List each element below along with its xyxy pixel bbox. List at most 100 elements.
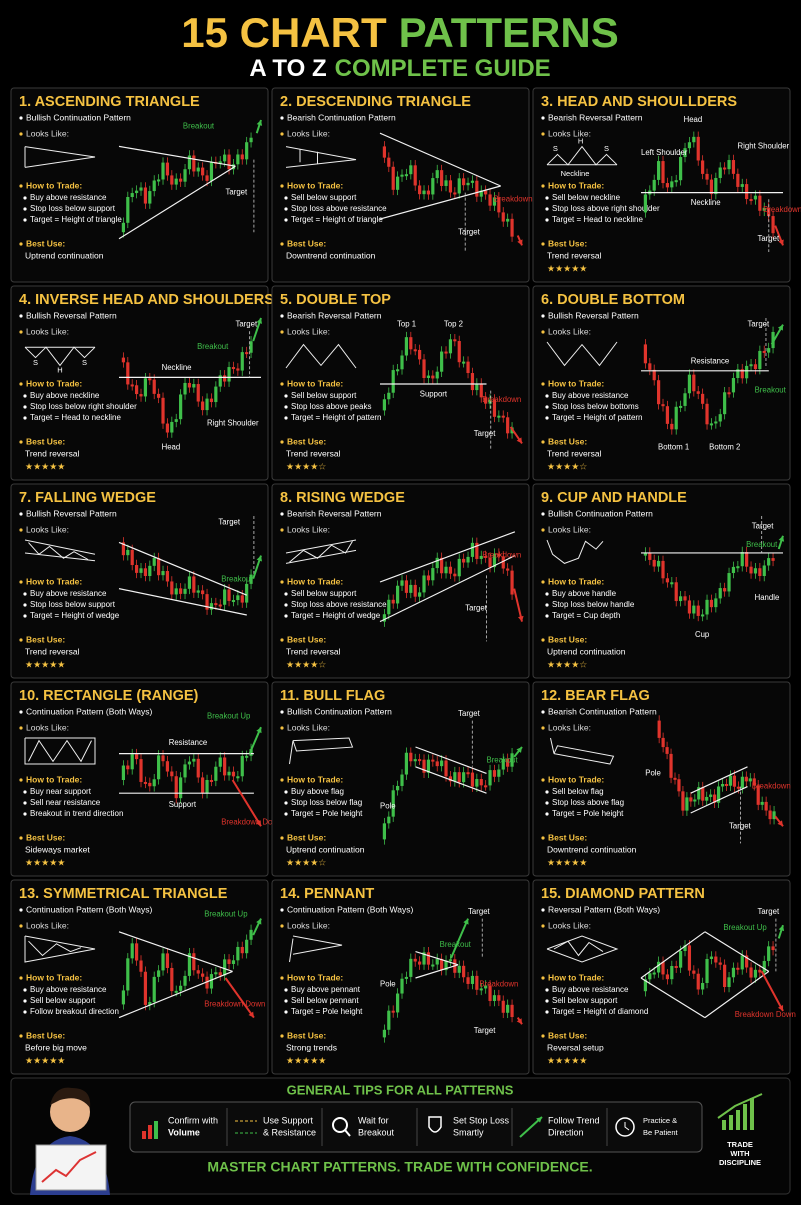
- candle-body: [665, 974, 670, 980]
- bullet: [19, 440, 23, 444]
- candle-body: [484, 190, 488, 195]
- candle-body: [201, 777, 205, 794]
- candle-body: [705, 958, 709, 984]
- pattern-line: [640, 977, 706, 1019]
- bullet: [284, 614, 288, 618]
- candle-body: [400, 580, 404, 586]
- bullet: [23, 207, 27, 211]
- candle-body: [196, 384, 200, 402]
- bullet: [23, 196, 27, 200]
- candle-body: [705, 173, 709, 180]
- pattern-icon: [292, 935, 343, 955]
- trade-step: Terget = Height of triangle: [291, 215, 383, 224]
- candle-body: [740, 776, 744, 789]
- candle-body: [126, 549, 130, 556]
- candle-body: [497, 995, 501, 1001]
- candle-body: [152, 779, 156, 787]
- candle-body: [752, 778, 756, 786]
- rating-stars: ★★★★☆: [286, 659, 326, 669]
- candle-body: [205, 398, 209, 411]
- candle-body: [409, 752, 413, 762]
- trade-step: Target = Height of wedge: [30, 611, 120, 620]
- candle-body: [143, 568, 148, 577]
- candle-body: [165, 162, 170, 176]
- chart-label: Breakdown: [482, 395, 521, 404]
- candle-body: [681, 791, 685, 811]
- candle-body: [665, 406, 670, 424]
- candle-body: [753, 568, 758, 574]
- candle-body: [661, 404, 665, 407]
- candle-body: [245, 755, 249, 758]
- pattern-icon: [24, 737, 96, 765]
- candle-body: [426, 952, 431, 965]
- candle-body: [409, 337, 413, 350]
- bullet: [19, 382, 23, 386]
- bullet: [545, 790, 549, 794]
- chart-label: Head: [162, 442, 181, 451]
- candle-body: [240, 595, 244, 603]
- rating-stars: ★★★★★: [286, 1055, 326, 1065]
- trade-step: Buy above pennant: [291, 985, 361, 994]
- candle-body: [231, 960, 236, 964]
- bullet: [545, 416, 549, 420]
- pattern-icon: [28, 542, 89, 560]
- candle-body: [762, 350, 766, 353]
- best-use-label: Best Use:: [548, 436, 587, 446]
- candle-body: [679, 157, 683, 181]
- best-use-text: Uptrend continuation: [547, 646, 626, 656]
- bullet: [280, 924, 284, 928]
- candle-body: [165, 571, 170, 582]
- trade-step: Target = Height of triangle: [30, 215, 122, 224]
- best-use-text: Downtrend continuation: [547, 844, 637, 854]
- candle-body: [767, 946, 771, 961]
- bullet: [280, 908, 284, 912]
- candle-body: [157, 393, 161, 398]
- bullet: [19, 710, 23, 714]
- bullet: [19, 1034, 23, 1038]
- candle-body: [643, 344, 648, 364]
- candle-body: [192, 758, 196, 762]
- candle-body: [479, 555, 483, 559]
- icon-handle: [344, 1129, 351, 1137]
- candle-body: [749, 967, 753, 978]
- looks-like-label: Looks Like:: [26, 128, 69, 138]
- looks-like-label: Looks Like:: [548, 326, 591, 336]
- candle-body: [223, 375, 227, 382]
- candle-body: [457, 558, 461, 577]
- candle-body: [731, 566, 736, 574]
- bullet: [541, 976, 545, 980]
- chart-label: Pole: [645, 768, 661, 777]
- candle-body: [705, 403, 709, 425]
- tip-text: Direction: [548, 1127, 584, 1137]
- pattern-icon: [546, 145, 618, 166]
- arrow-head: [777, 324, 783, 331]
- candle-body: [683, 596, 687, 601]
- bullet: [280, 778, 284, 782]
- candle-body: [121, 222, 126, 233]
- candle-body: [470, 373, 475, 391]
- looks-like-label: Looks Like:: [287, 722, 330, 732]
- candle-body: [758, 568, 762, 577]
- candle-body: [466, 361, 470, 374]
- candle-body: [484, 785, 488, 788]
- candle-body: [130, 549, 134, 566]
- chart-label: Breakout: [440, 940, 472, 949]
- panel-subtitle: Bearish Reversal Pattern: [287, 310, 382, 320]
- candle-body: [196, 758, 200, 778]
- how-to-trade-label: How to Trade:: [26, 972, 82, 982]
- candle-body: [418, 349, 422, 360]
- candle-body: [148, 565, 152, 577]
- pattern-icon: [285, 343, 357, 369]
- chart-label: Target: [748, 320, 771, 329]
- candle-body: [643, 552, 648, 556]
- pattern-line: [704, 970, 770, 1019]
- bullet: [280, 726, 284, 730]
- candle-body: [470, 180, 475, 183]
- trade-step: Buy above resistance: [30, 193, 107, 202]
- candle-body: [723, 167, 727, 170]
- bullet: [280, 116, 284, 120]
- trade-step: Stop loss above resistance: [291, 204, 387, 213]
- candle-body: [657, 380, 661, 405]
- candle-body: [673, 777, 677, 780]
- candle-body: [387, 816, 391, 824]
